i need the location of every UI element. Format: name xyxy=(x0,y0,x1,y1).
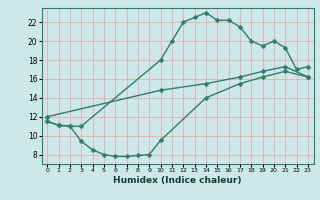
X-axis label: Humidex (Indice chaleur): Humidex (Indice chaleur) xyxy=(113,176,242,185)
